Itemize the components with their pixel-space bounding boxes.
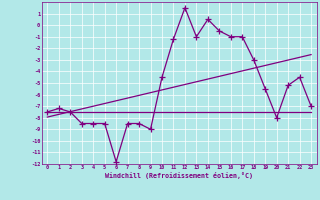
X-axis label: Windchill (Refroidissement éolien,°C): Windchill (Refroidissement éolien,°C) <box>105 172 253 179</box>
